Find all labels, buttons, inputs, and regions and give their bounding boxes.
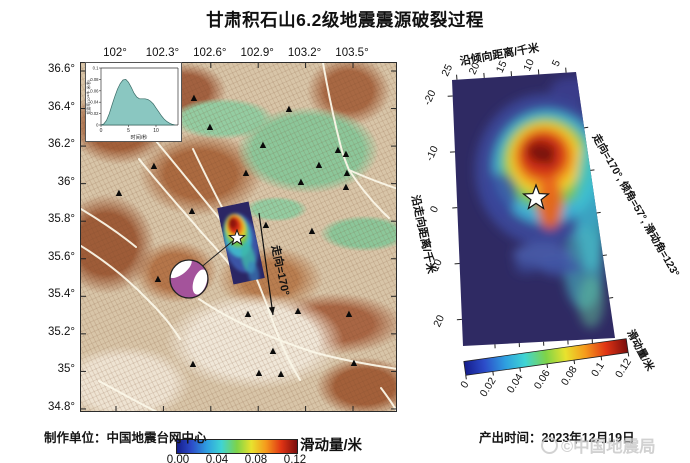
station-triangle: ▲ — [275, 368, 287, 380]
strike-arrow — [258, 212, 275, 316]
svg-text:20: 20 — [431, 313, 447, 329]
hypocenter-star — [521, 183, 551, 210]
station-triangle: ▲ — [348, 357, 360, 369]
svg-text:0.12: 0.12 — [613, 356, 634, 380]
svg-text:矩震率(10¹⁸牛·米/秒): 矩震率(10¹⁸牛·米/秒) — [86, 79, 91, 114]
lon-tick-label: 103.2° — [287, 47, 322, 59]
svg-text:0.04: 0.04 — [90, 100, 99, 105]
lat-tick-label: 36.4° — [48, 100, 75, 113]
station-triangle: ▲ — [313, 159, 325, 171]
station-triangle: ▲ — [267, 345, 279, 357]
station-triangle: ▲ — [257, 139, 269, 151]
slip-left-axis-label: 沿走向距离/千米 — [409, 194, 440, 276]
svg-text:0.06: 0.06 — [532, 368, 553, 392]
moment-rate-inset: 0 0.02 0.04 0.06 0.08 0.1 0 5 10 时间/秒 矩震率(10¹⁸牛·米/… — [85, 62, 182, 142]
map-colorbar — [176, 439, 298, 454]
svg-text:0.06: 0.06 — [90, 88, 99, 93]
strike-label: 走向=170° — [269, 243, 294, 297]
beachball-connector-line — [198, 239, 235, 270]
svg-text:25: 25 — [439, 62, 455, 78]
focal-mechanism-beachball — [169, 259, 209, 299]
station-triangle: ▲ — [242, 308, 254, 320]
station-triangle: ▲ — [240, 167, 252, 179]
station-triangle: ▲ — [253, 367, 265, 379]
lat-tick-label: 35.8° — [48, 213, 75, 226]
station-triangle: ▲ — [186, 205, 198, 217]
slip-axis-ticks — [447, 67, 614, 349]
lon-tick-label: 102.9° — [240, 47, 274, 59]
station-triangle: ▲ — [204, 121, 216, 133]
watermark: ©中国地震局 — [541, 433, 656, 457]
map-edge-ticks — [81, 63, 396, 411]
svg-text:-10: -10 — [424, 144, 441, 163]
slip-heatmap — [452, 72, 615, 346]
map-colorbar-tick: 0.04 — [205, 454, 229, 463]
svg-text:10: 10 — [153, 128, 159, 134]
svg-text:5: 5 — [550, 58, 563, 69]
svg-text:0.08: 0.08 — [559, 364, 580, 388]
svg-text:10: 10 — [521, 57, 537, 73]
svg-text:0.08: 0.08 — [90, 77, 99, 82]
lon-tick-label: 102.3° — [145, 47, 180, 59]
slip-colorbar: 0 0.02 0.04 0.06 0.08 0.1 0.12 — [458, 338, 634, 399]
svg-text:10: 10 — [429, 257, 445, 273]
svg-text:0: 0 — [458, 379, 471, 390]
station-triangle: ▲ — [188, 92, 200, 104]
watermark-text: ©中国地震局 — [561, 438, 656, 456]
station-triangle: ▲ — [340, 148, 352, 160]
lat-tick-label: 35° — [57, 363, 75, 376]
moment-rate-chart: 0 0.02 0.04 0.06 0.08 0.1 0 5 10 时间/秒 矩震率(10¹⁸牛·米/… — [86, 66, 179, 141]
svg-text:0.02: 0.02 — [478, 375, 499, 399]
lon-tick-label: 102.6° — [193, 47, 227, 59]
station-triangle: ▲ — [306, 225, 318, 237]
map-overlay-svg: 走向=170° — [81, 63, 396, 411]
station-triangle: ▲ — [148, 160, 160, 172]
svg-text:0: 0 — [96, 123, 99, 128]
producer-text: 制作单位：中国地震台网中心 — [44, 431, 207, 445]
map-colorbar-tick: 0.00 — [166, 454, 190, 463]
svg-text:0.1: 0.1 — [93, 66, 99, 71]
fault-parameters-annotation: 走向=170°, 倾角=57°, 滑动角=123° — [589, 131, 682, 279]
station-triangle: ▲ — [283, 103, 295, 115]
lat-tick-label: 36.2° — [48, 138, 75, 151]
svg-text:0.04: 0.04 — [505, 371, 526, 395]
page-title: 甘肃积石山6.2级地震震源破裂过程 — [206, 10, 484, 30]
output-time-text: 产出时间：2023年12月19日 — [479, 431, 635, 445]
svg-text:0.02: 0.02 — [90, 111, 99, 116]
station-triangle: ▲ — [295, 176, 307, 188]
map-colorbar-label: 滑动量/米 — [300, 438, 363, 454]
svg-text:20: 20 — [467, 61, 483, 77]
slip-axis-tick-labels: 25 20 15 10 5 -20 -10 0 10 20 — [421, 57, 563, 329]
station-triangle: ▲ — [292, 305, 304, 317]
lon-tick-label: 102° — [103, 47, 127, 59]
lat-tick-label: 36° — [57, 175, 75, 188]
svg-text:5: 5 — [127, 128, 130, 134]
station-triangle: ▲ — [113, 187, 125, 199]
lat-tick-label: 35.2° — [48, 325, 75, 338]
svg-text:-20: -20 — [421, 88, 438, 107]
svg-text:0: 0 — [428, 204, 441, 215]
epicenter-star — [228, 228, 246, 246]
station-triangle: ▲ — [343, 308, 355, 320]
station-triangle: ▲ — [332, 144, 344, 156]
svg-text:0: 0 — [100, 128, 103, 134]
station-triangle: ▲ — [341, 167, 353, 179]
svg-text:时间/秒: 时间/秒 — [130, 133, 147, 141]
svg-text:15: 15 — [494, 59, 510, 75]
station-triangle: ▲ — [260, 219, 272, 231]
lat-tick-label: 36.6° — [48, 63, 75, 75]
station-triangle: ▲ — [187, 358, 199, 370]
station-triangle: ▲ — [340, 181, 352, 193]
lon-tick-label: 103.5° — [335, 47, 369, 59]
svg-text:0.1: 0.1 — [589, 360, 607, 379]
watermark-logo-icon — [541, 436, 558, 454]
lat-tick-label: 35.4° — [48, 288, 75, 301]
lat-tick-label: 34.8° — [48, 400, 75, 413]
lat-tick-label: 35.6° — [48, 250, 75, 263]
map-colorbar-tick: 0.12 — [283, 454, 307, 463]
map-colorbar-tick: 0.08 — [244, 454, 268, 463]
station-triangle: ▲ — [152, 273, 164, 285]
